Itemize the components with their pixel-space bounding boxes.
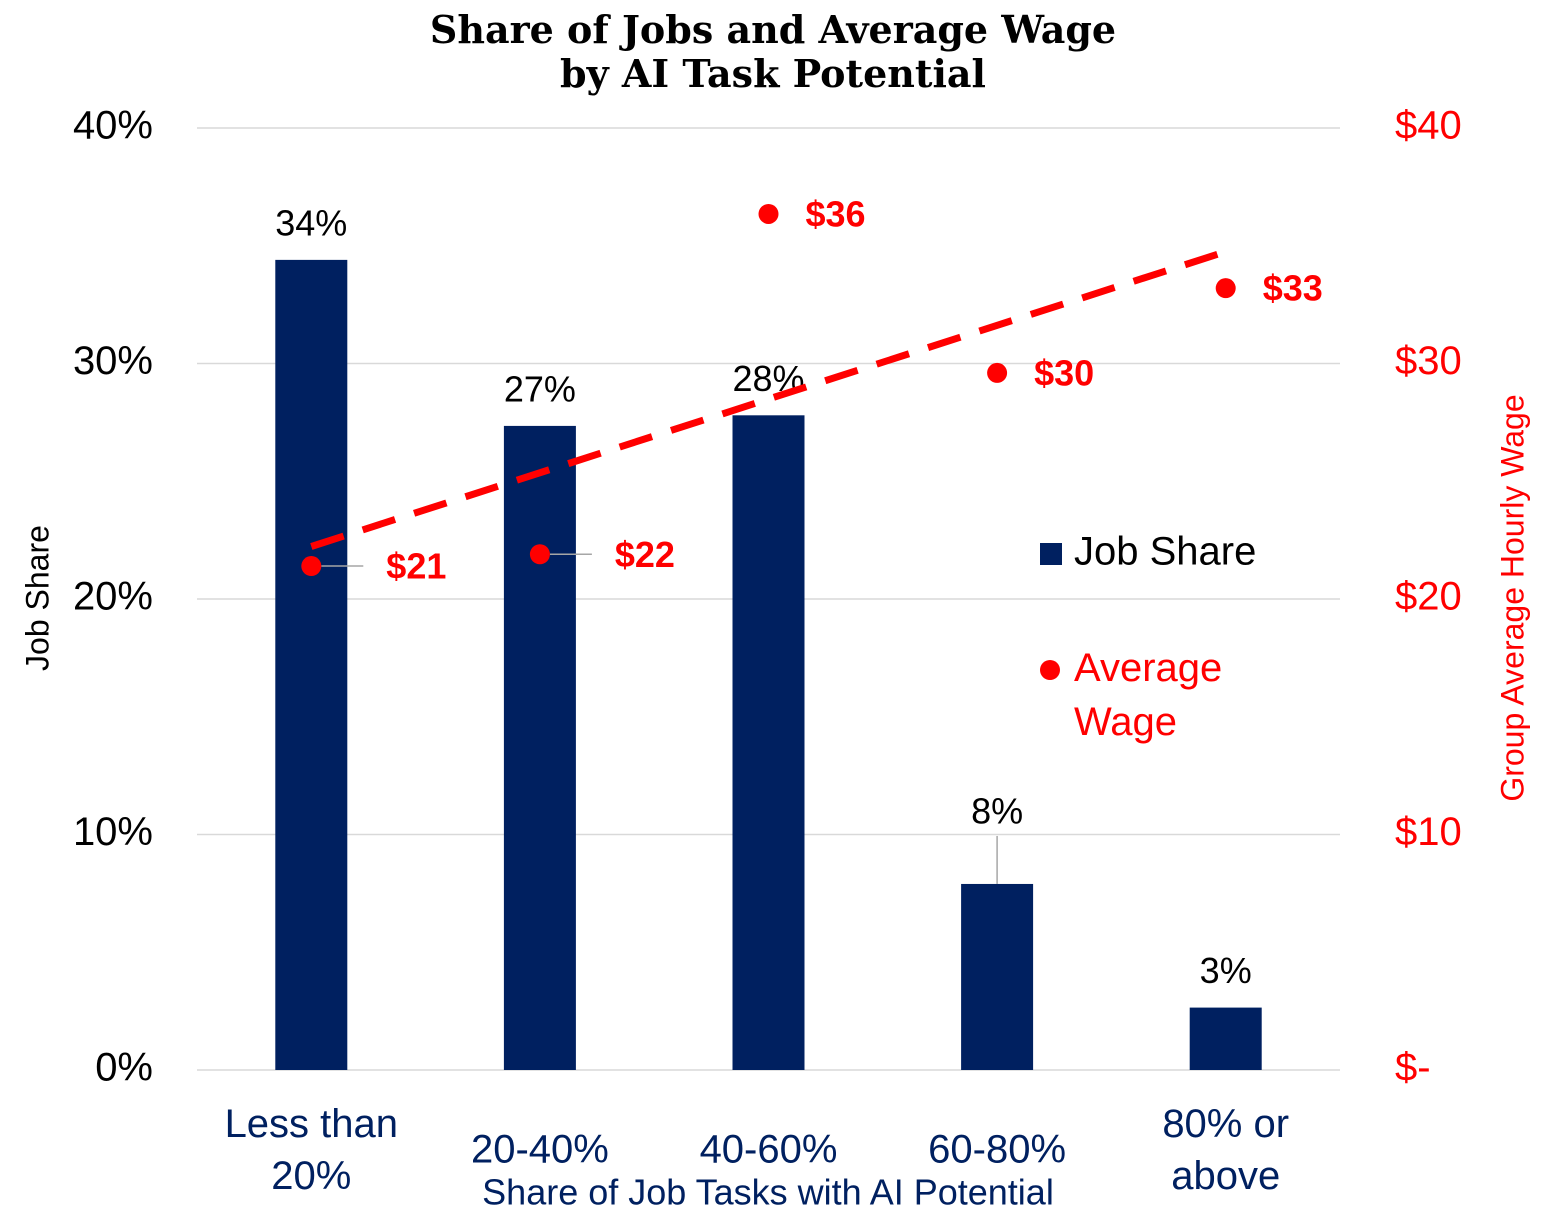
wage-point [987,362,1008,383]
x-tick-label: 20-40% [471,1128,609,1172]
legend-swatch [1040,543,1062,565]
wage-value-label: $21 [386,546,446,587]
bar-value-label: 8% [971,790,1023,831]
wage-point [301,556,322,577]
y2-tick-label: $40 [1395,104,1462,148]
bar [503,425,576,1071]
x-tick-label: Less than 20% [225,1102,398,1198]
wage-value-label: $22 [615,534,675,575]
legend-label: Job Share [1074,530,1256,574]
chart-title: Share of Jobs and Average Wage by AI Task… [430,7,1116,96]
y-tick-label: 20% [73,575,153,619]
bar [1189,1007,1262,1070]
bar [275,259,348,1070]
x-tick-label: 80% or above [1162,1102,1289,1198]
y-tick-label: 10% [73,810,153,854]
x-axis-title: Share of Job Tasks with AI Potential [482,1172,1054,1213]
y-tick-label: 30% [73,339,153,383]
legend-label: Average Wage [1074,646,1222,744]
legend-swatch [1040,660,1060,680]
wage-point [1215,278,1236,299]
wage-point [529,544,550,565]
wage-value-label: $33 [1263,268,1323,309]
y2-tick-label: $- [1395,1046,1431,1090]
wage-value-label: $30 [1034,352,1094,393]
wage-point [758,203,779,224]
bar-value-label: 27% [504,368,576,409]
bar [961,883,1034,1070]
bar-value-label: 3% [1200,950,1252,991]
y-tick-label: 0% [95,1046,153,1090]
y2-tick-label: $10 [1395,810,1462,854]
y2-axis-title: Group Average Hourly Wage [1494,394,1530,801]
y2-tick-label: $20 [1395,575,1462,619]
wage-value-label: $36 [806,193,866,234]
bar [732,415,805,1070]
y2-tick-label: $30 [1395,339,1462,383]
y-axis-title: Job Share [19,525,55,671]
x-tick-label: 60-80% [928,1128,1066,1172]
y-tick-label: 40% [73,104,153,148]
x-tick-label: 40-60% [700,1128,838,1172]
bar-value-label: 34% [275,202,347,243]
